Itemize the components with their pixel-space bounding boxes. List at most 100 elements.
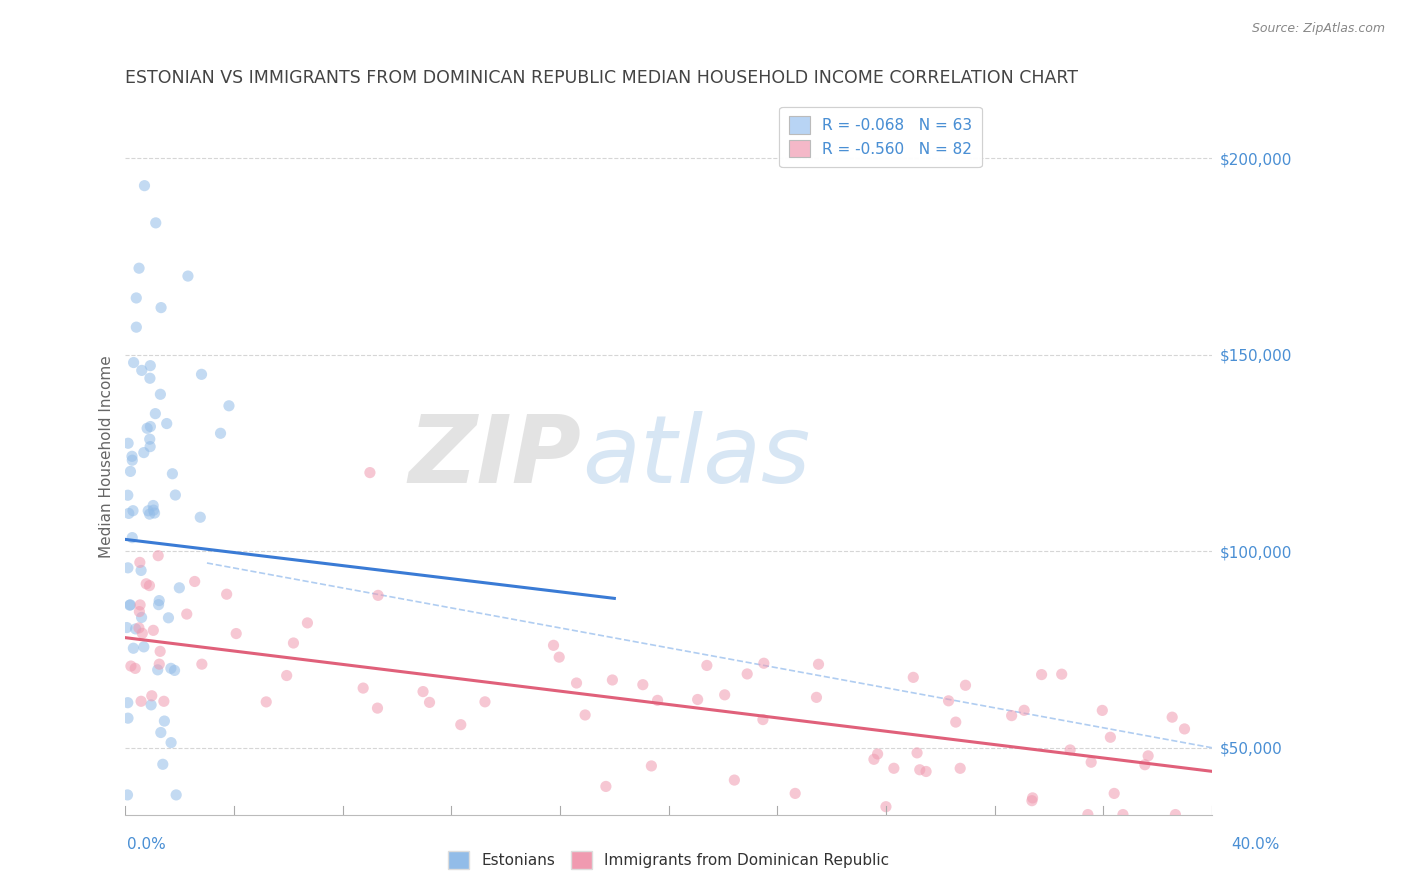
Point — [136, 504, 159, 518]
Point — [806, 690, 828, 705]
Point — [191, 657, 214, 672]
Point — [640, 759, 662, 773]
Point — [1161, 710, 1184, 724]
Point — [188, 510, 211, 524]
Point — [169, 581, 191, 595]
Point — [149, 387, 172, 401]
Point — [143, 506, 166, 520]
Point — [150, 301, 173, 315]
Point — [903, 670, 925, 684]
Point — [1137, 748, 1160, 763]
Point — [142, 624, 165, 638]
Point — [122, 641, 145, 656]
Point — [412, 684, 434, 698]
Point — [120, 598, 142, 612]
Point — [276, 668, 298, 682]
Point — [1021, 790, 1043, 805]
Point — [1112, 807, 1135, 822]
Point — [117, 696, 139, 710]
Point — [190, 368, 212, 382]
Point — [450, 717, 472, 731]
Point — [128, 605, 150, 619]
Point — [148, 657, 170, 672]
Point — [120, 659, 142, 673]
Point — [138, 507, 160, 521]
Point — [139, 371, 162, 385]
Point — [863, 752, 886, 766]
Point — [945, 715, 967, 730]
Point — [177, 268, 200, 283]
Point — [1021, 794, 1043, 808]
Point — [875, 799, 897, 814]
Point — [955, 678, 977, 692]
Point — [128, 621, 150, 635]
Point — [149, 644, 172, 658]
Point — [283, 636, 305, 650]
Point — [138, 432, 160, 446]
Point — [129, 598, 152, 612]
Y-axis label: Median Household Income: Median Household Income — [100, 356, 114, 558]
Point — [474, 695, 496, 709]
Point — [122, 504, 145, 518]
Point — [1031, 667, 1053, 681]
Point — [118, 598, 141, 612]
Point — [595, 780, 617, 794]
Point — [138, 579, 160, 593]
Text: Source: ZipAtlas.com: Source: ZipAtlas.com — [1251, 22, 1385, 36]
Point — [124, 622, 146, 636]
Point — [142, 499, 165, 513]
Point — [713, 688, 735, 702]
Point — [1012, 703, 1035, 717]
Point — [165, 488, 187, 502]
Point — [148, 598, 170, 612]
Point — [647, 693, 669, 707]
Point — [1102, 786, 1125, 800]
Point — [160, 736, 183, 750]
Point — [752, 713, 775, 727]
Point — [131, 626, 153, 640]
Point — [117, 711, 139, 725]
Point — [1173, 722, 1195, 736]
Text: atlas: atlas — [582, 411, 810, 502]
Point — [136, 421, 159, 435]
Point — [418, 695, 440, 709]
Point — [565, 676, 588, 690]
Point — [905, 746, 928, 760]
Point — [1099, 731, 1122, 745]
Point — [142, 503, 165, 517]
Point — [915, 764, 938, 779]
Point — [1059, 743, 1081, 757]
Text: ZIP: ZIP — [409, 411, 582, 503]
Point — [157, 611, 180, 625]
Point — [696, 658, 718, 673]
Point — [146, 663, 169, 677]
Point — [1080, 756, 1102, 770]
Point — [367, 588, 389, 602]
Point — [183, 574, 205, 589]
Point — [631, 678, 654, 692]
Legend: R = -0.068   N = 63, R = -0.560   N = 82: R = -0.068 N = 63, R = -0.560 N = 82 — [779, 107, 981, 167]
Point — [129, 564, 152, 578]
Point — [160, 661, 183, 675]
Point — [117, 488, 139, 502]
Point — [1077, 807, 1099, 822]
Point — [152, 757, 174, 772]
Point — [117, 561, 139, 575]
Point — [1091, 703, 1114, 717]
Point — [723, 773, 745, 788]
Text: ESTONIAN VS IMMIGRANTS FROM DOMINICAN REPUBLIC MEDIAN HOUSEHOLD INCOME CORRELATI: ESTONIAN VS IMMIGRANTS FROM DOMINICAN RE… — [125, 69, 1078, 87]
Point — [548, 650, 571, 665]
Point — [149, 725, 172, 739]
Point — [145, 216, 167, 230]
Point — [156, 417, 179, 431]
Point — [122, 355, 145, 369]
Point — [218, 399, 240, 413]
Point — [1164, 807, 1187, 822]
Text: 0.0%: 0.0% — [127, 837, 166, 852]
Point — [117, 788, 139, 802]
Point — [121, 450, 143, 464]
Point — [118, 507, 141, 521]
Text: 40.0%: 40.0% — [1232, 837, 1279, 852]
Point — [938, 694, 960, 708]
Point — [209, 426, 232, 441]
